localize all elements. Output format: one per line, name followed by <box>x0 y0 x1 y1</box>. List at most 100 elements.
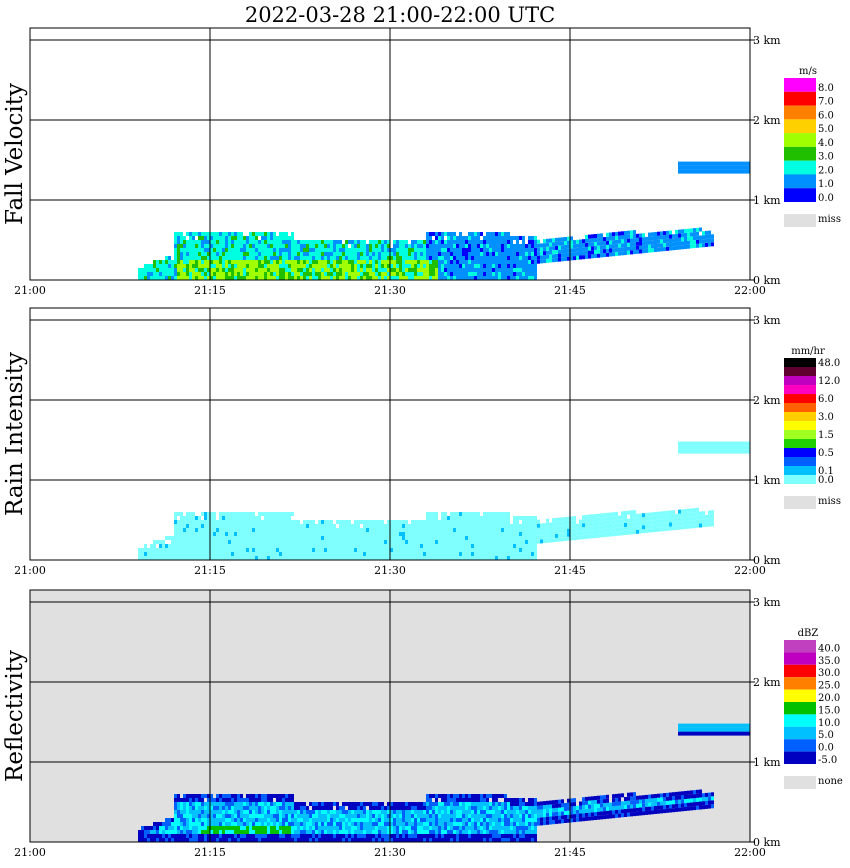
echo-cell <box>294 240 297 244</box>
echo-cell <box>333 822 336 826</box>
echo-cell <box>222 552 225 556</box>
echo-cell <box>318 814 321 818</box>
legend-swatch <box>784 412 816 421</box>
echo-cell <box>645 516 648 521</box>
echo-cell <box>357 272 360 276</box>
echo-cell <box>177 830 180 834</box>
echo-cell <box>198 830 201 834</box>
echo-cell <box>228 830 231 834</box>
echo-cell <box>291 276 294 280</box>
echo-cell <box>198 232 201 236</box>
echo-cell <box>510 806 513 810</box>
echo-cell <box>447 516 450 520</box>
echo-cell <box>219 528 222 532</box>
echo-cell <box>507 512 510 516</box>
echo-cell <box>369 822 372 826</box>
echo-cell <box>177 540 180 544</box>
echo-cell <box>402 552 405 556</box>
echo-cell <box>507 264 510 268</box>
echo-cell <box>255 548 258 552</box>
echo-cell <box>414 552 417 556</box>
echo-cell <box>477 512 480 516</box>
echo-cell <box>453 244 456 248</box>
echo-cell <box>348 838 351 842</box>
echo-cell <box>225 272 228 276</box>
echo-cell <box>696 445 699 450</box>
echo-cell <box>696 449 699 454</box>
echo-cell <box>198 838 201 842</box>
echo-cell <box>660 235 663 240</box>
echo-cell <box>261 272 264 276</box>
echo-cell <box>672 514 675 519</box>
echo-cell <box>150 276 153 280</box>
echo-cell <box>504 814 507 818</box>
echo-cell <box>474 232 477 236</box>
echo-cell <box>273 240 276 244</box>
echo-cell <box>252 798 255 802</box>
echo-cell <box>300 252 303 256</box>
echo-cell <box>225 524 228 528</box>
legend-label: 6.0 <box>818 394 834 405</box>
echo-cell <box>330 240 333 244</box>
echo-cell <box>309 810 312 814</box>
echo-cell <box>141 834 144 838</box>
echo-cell <box>561 529 564 534</box>
echo-cell <box>618 231 621 236</box>
echo-cell <box>183 276 186 280</box>
echo-cell <box>531 556 534 560</box>
echo-cell <box>546 258 549 263</box>
echo-cell <box>531 236 534 240</box>
echo-cell <box>534 236 537 240</box>
echo-cell <box>210 276 213 280</box>
echo-cell <box>303 544 306 548</box>
echo-cell <box>456 256 459 260</box>
echo-cell <box>399 806 402 810</box>
echo-cell <box>243 244 246 248</box>
echo-cell <box>549 246 552 251</box>
echo-cell <box>282 552 285 556</box>
echo-cell <box>363 544 366 548</box>
echo-cell <box>609 516 612 521</box>
echo-cell <box>507 830 510 834</box>
echo-cell <box>438 272 441 276</box>
echo-cell <box>231 516 234 520</box>
echo-cell <box>522 240 525 244</box>
echo-cell <box>495 552 498 556</box>
legend-swatch <box>784 376 816 385</box>
echo-cell <box>351 252 354 256</box>
echo-cell <box>273 552 276 556</box>
echo-cell <box>678 165 681 170</box>
echo-cell <box>708 234 711 239</box>
echo-cell <box>282 264 285 268</box>
echo-cell <box>417 536 420 540</box>
echo-cell <box>519 524 522 528</box>
echo-cell <box>531 260 534 264</box>
echo-cell <box>192 248 195 252</box>
echo-cell <box>468 524 471 528</box>
echo-cell <box>657 519 660 524</box>
echo-cell <box>282 236 285 240</box>
echo-cell <box>444 532 447 536</box>
echo-cell <box>183 244 186 248</box>
echo-cell <box>255 260 258 264</box>
echo-cell <box>267 260 270 264</box>
echo-cell <box>342 260 345 264</box>
echo-cell <box>636 233 639 238</box>
echo-cell <box>234 256 237 260</box>
echo-cell <box>456 240 459 244</box>
echo-cell <box>414 520 417 524</box>
echo-cell <box>492 532 495 536</box>
echo-cell <box>468 520 471 524</box>
echo-cell <box>414 830 417 834</box>
echo-cell <box>420 834 423 838</box>
echo-cell <box>663 519 666 524</box>
echo-cell <box>198 264 201 268</box>
echo-cell <box>273 532 276 536</box>
echo-cell <box>717 449 720 454</box>
echo-cell <box>165 260 168 264</box>
echo-cell <box>357 802 360 806</box>
echo-cell <box>282 806 285 810</box>
echo-cell <box>273 256 276 260</box>
y-tick-label: 2 km <box>753 394 781 407</box>
echo-cell <box>612 520 615 525</box>
